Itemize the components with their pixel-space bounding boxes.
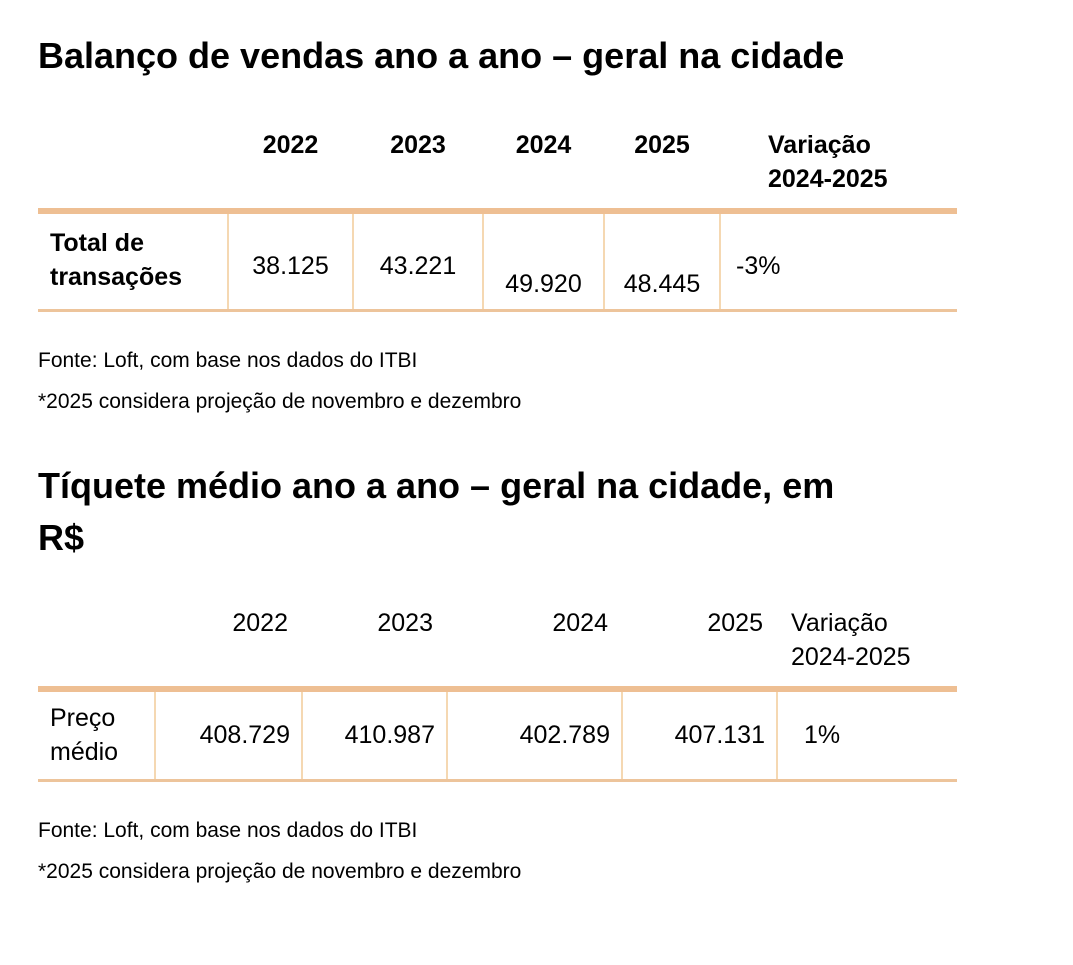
- value-2023: 43.221: [353, 208, 484, 312]
- footnote-projection: *2025 considera projeção de novembro e d…: [38, 860, 522, 883]
- value-2025: 48.445: [604, 208, 721, 312]
- footnote-source: Fonte: Loft, com base nos dados do ITBI: [38, 348, 418, 372]
- year-header-2023: 2023: [377, 608, 433, 637]
- value-2024: 402.789: [447, 685, 623, 782]
- empty-header-cell: [38, 564, 155, 689]
- table-row: Preço médio 408.729 410.987 402.789 407.…: [38, 685, 957, 782]
- header-row: 2022 2023 2024 2025 Variação 2024-2025: [38, 564, 957, 689]
- table-row: Total de transações 38.125 43.221 49.920…: [38, 208, 957, 312]
- average-ticket-table: 2022 2023 2024 2025 Variação 2024-2025 P…: [38, 564, 957, 782]
- sales-balance-title: Balanço de vendas ano a ano – geral na c…: [38, 30, 957, 82]
- value-2024: 49.920: [483, 208, 605, 312]
- footnote-projection: *2025 considera projeção de novembro e d…: [38, 389, 522, 413]
- year-header-2025: 2025: [707, 608, 763, 637]
- variation-value: -3%: [720, 208, 957, 312]
- header-row: 2022 2023 2024 2025 Variação 2024-2025: [38, 82, 957, 211]
- year-header-2024: 2024: [515, 131, 572, 159]
- year-header-2023: 2023: [390, 131, 446, 159]
- variation-header-line2: 2024-2025: [791, 642, 911, 671]
- variation-header-line1: Variação: [768, 131, 871, 159]
- row-label: Preço médio: [38, 685, 156, 782]
- row-label: Total de transações: [38, 208, 229, 312]
- variation-header: Variação 2024-2025: [777, 564, 957, 689]
- value-2023: 410.987: [302, 685, 448, 782]
- sales-balance-section: Balanço de vendas ano a ano – geral na c…: [38, 30, 957, 414]
- empty-header-cell: [38, 82, 228, 211]
- average-ticket-section: Tíquete médio ano a ano – geral na cidad…: [38, 460, 957, 885]
- value-2022: 408.729: [155, 685, 303, 782]
- variation-header: Variação 2024-2025: [720, 82, 957, 211]
- variation-header-line1: Variação: [791, 608, 888, 637]
- title-line: Tíquete médio ano a ano – geral na cidad…: [38, 464, 835, 506]
- value-2022: 38.125: [228, 208, 354, 312]
- footnote-source: Fonte: Loft, com base nos dados do ITBI: [38, 819, 418, 842]
- article-tables-page: Balanço de vendas ano a ano – geral na c…: [0, 30, 957, 884]
- title-line: Balanço de vendas ano a ano – geral na c…: [38, 35, 845, 76]
- year-header-2024: 2024: [552, 608, 608, 637]
- value-2025: 407.131: [622, 685, 778, 782]
- sales-balance-table: 2022 2023 2024 2025 Variação 2024-2025 T…: [38, 82, 957, 312]
- year-header-2022: 2022: [232, 608, 288, 637]
- title-line: R$: [38, 516, 85, 558]
- average-ticket-title: Tíquete médio ano a ano – geral na cidad…: [38, 460, 957, 564]
- year-header-2022: 2022: [262, 131, 319, 159]
- variation-value: 1%: [777, 685, 957, 782]
- variation-header-line2: 2024-2025: [768, 165, 888, 193]
- year-header-2025: 2025: [634, 131, 690, 159]
